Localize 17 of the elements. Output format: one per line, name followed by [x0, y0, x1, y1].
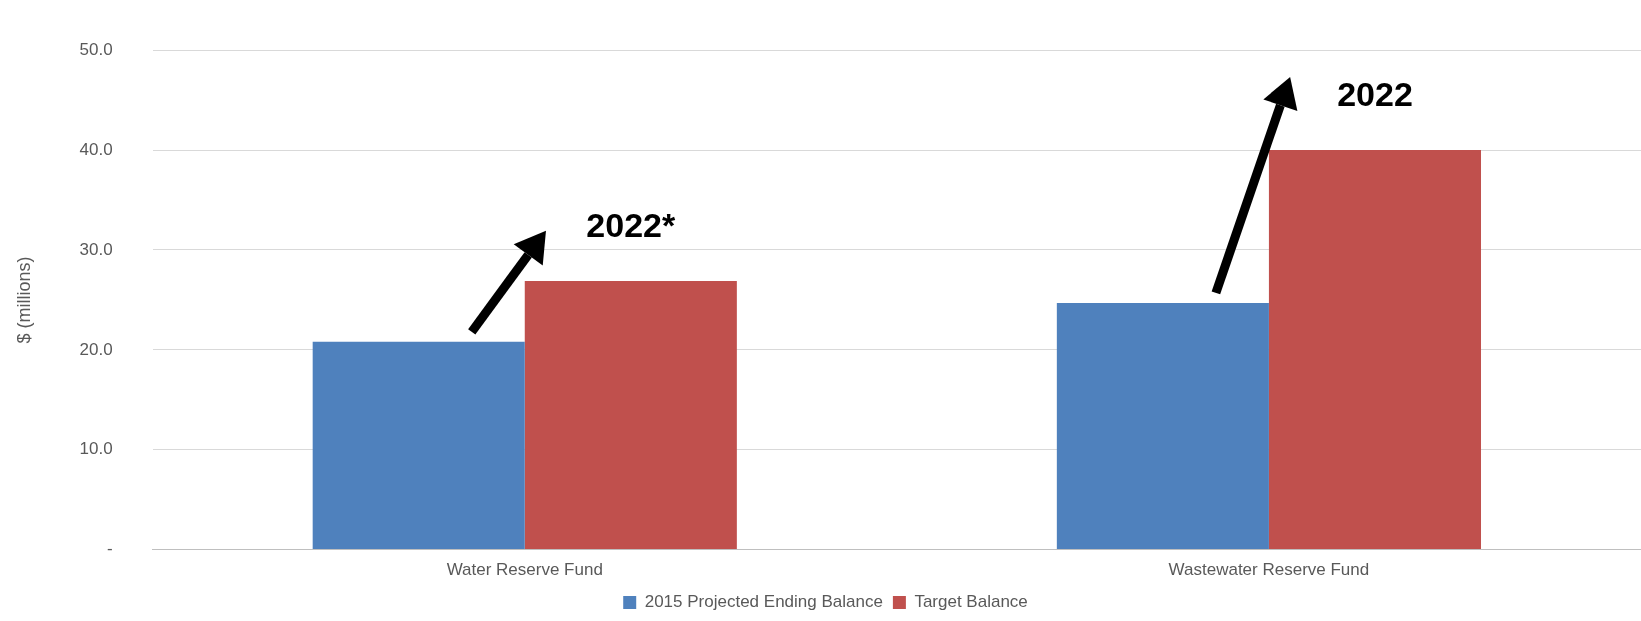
annotation: 2022* [586, 206, 677, 245]
bar [524, 280, 737, 550]
x-tick-label: Wastewater Reserve Fund [1168, 560, 1370, 580]
annotation: 2022 [1337, 75, 1413, 114]
y-axis-title: $ (millions) [13, 256, 34, 344]
y-tick-label: 50.0 [79, 39, 113, 59]
bar [312, 341, 525, 550]
legend-label: 2015 Projected Ending Balance [644, 592, 883, 612]
bar [1056, 302, 1269, 550]
bar [1268, 150, 1482, 550]
y-tick-label: 40.0 [79, 139, 113, 159]
y-tick-label: 30.0 [79, 239, 113, 259]
y-tick-label: - [107, 539, 113, 559]
x-tick-label: Water Reserve Fund [446, 560, 603, 580]
legend-label: Target Balance [914, 592, 1028, 612]
y-tick-label: 10.0 [79, 439, 113, 459]
y-tick-label: 20.0 [79, 339, 113, 359]
